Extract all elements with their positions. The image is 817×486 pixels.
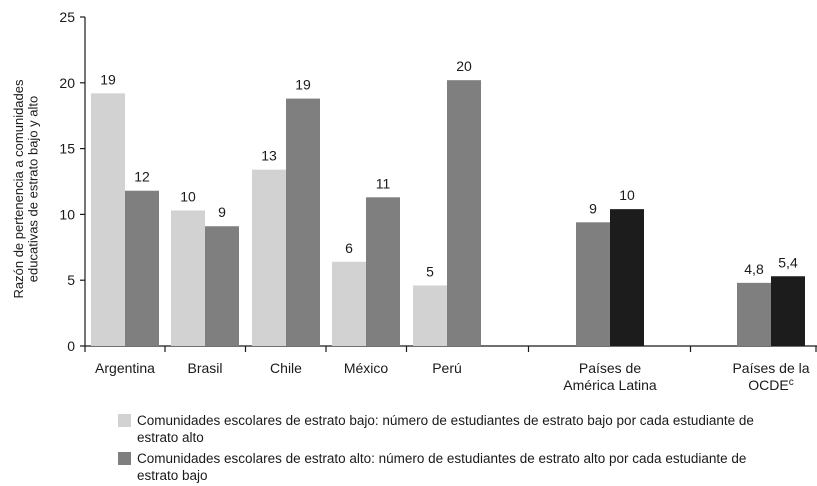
bar-high-4 (447, 80, 481, 346)
bar-low-3 (332, 261, 366, 346)
y-tick-label: 0 (67, 338, 75, 354)
data-label: 9 (218, 204, 226, 220)
x-tick-label: Chile (270, 360, 302, 376)
bar-low-1 (171, 210, 205, 346)
data-label: 19 (100, 71, 116, 87)
x-tick-label: México (344, 360, 389, 376)
x-tick-label: Brasil (187, 360, 222, 376)
x-tick-label: Países de América Latina (563, 360, 657, 393)
y-tick-label: 5 (67, 272, 75, 288)
bars (91, 80, 805, 346)
data-label: 5,4 (778, 254, 798, 270)
data-label: 20 (456, 58, 472, 74)
y-axis-title-line: educativas de estrato bajo y alto (25, 96, 40, 282)
bar-high-6 (771, 276, 805, 346)
data-label: 9 (589, 200, 597, 216)
data-label: 10 (619, 187, 635, 203)
bar-low-4 (413, 285, 447, 346)
bar-low-5 (576, 222, 610, 346)
data-label: 19 (295, 77, 311, 93)
bar-low-0 (91, 93, 125, 346)
bar-low-6 (737, 282, 771, 346)
data-label: 6 (345, 240, 353, 256)
data-label: 4,8 (744, 261, 764, 277)
x-tick-label: Perú (432, 360, 462, 376)
y-tick-label: 25 (59, 9, 75, 25)
y-tick-label: 20 (59, 75, 75, 91)
bar-high-0 (125, 190, 159, 346)
bar-high-2 (286, 98, 320, 346)
x-tick-label: Argentina (95, 360, 155, 376)
y-tick-label: 10 (59, 206, 75, 222)
bar-high-1 (205, 226, 239, 346)
y-axis: 0 5 10 15 20 25 (59, 9, 86, 354)
data-label: 10 (180, 188, 196, 204)
bar-low-2 (252, 169, 286, 346)
legend-swatch-high (118, 452, 131, 465)
legend-label-low: Comunidades escolares de estrato bajo: n… (137, 413, 754, 445)
x-tick-labels: Argentina Brasil Chile México Perú Países de A… (95, 360, 810, 393)
data-label: 11 (376, 175, 391, 191)
data-label: 13 (261, 148, 277, 164)
x-axis (84, 345, 817, 352)
legend-label-high: Comunidades escolares de estrato alto: n… (137, 451, 747, 483)
data-labels: 19 10 13 6 5 9 4,8 12 9 19 11 20 10 5,4 (100, 58, 798, 279)
bar-high-3 (366, 197, 400, 346)
y-axis-title: Razón de pertenencia a comunidades educat… (11, 79, 41, 298)
x-tick-label: Países de la OCDEc (732, 360, 809, 393)
bar-high-5 (610, 209, 644, 346)
data-label: 5 (426, 263, 434, 279)
legend-swatch-low (118, 414, 131, 427)
y-axis-title-line: Razón de pertenencia a comunidades (11, 79, 26, 298)
data-label: 12 (134, 169, 150, 185)
y-tick-label: 15 (59, 141, 75, 157)
